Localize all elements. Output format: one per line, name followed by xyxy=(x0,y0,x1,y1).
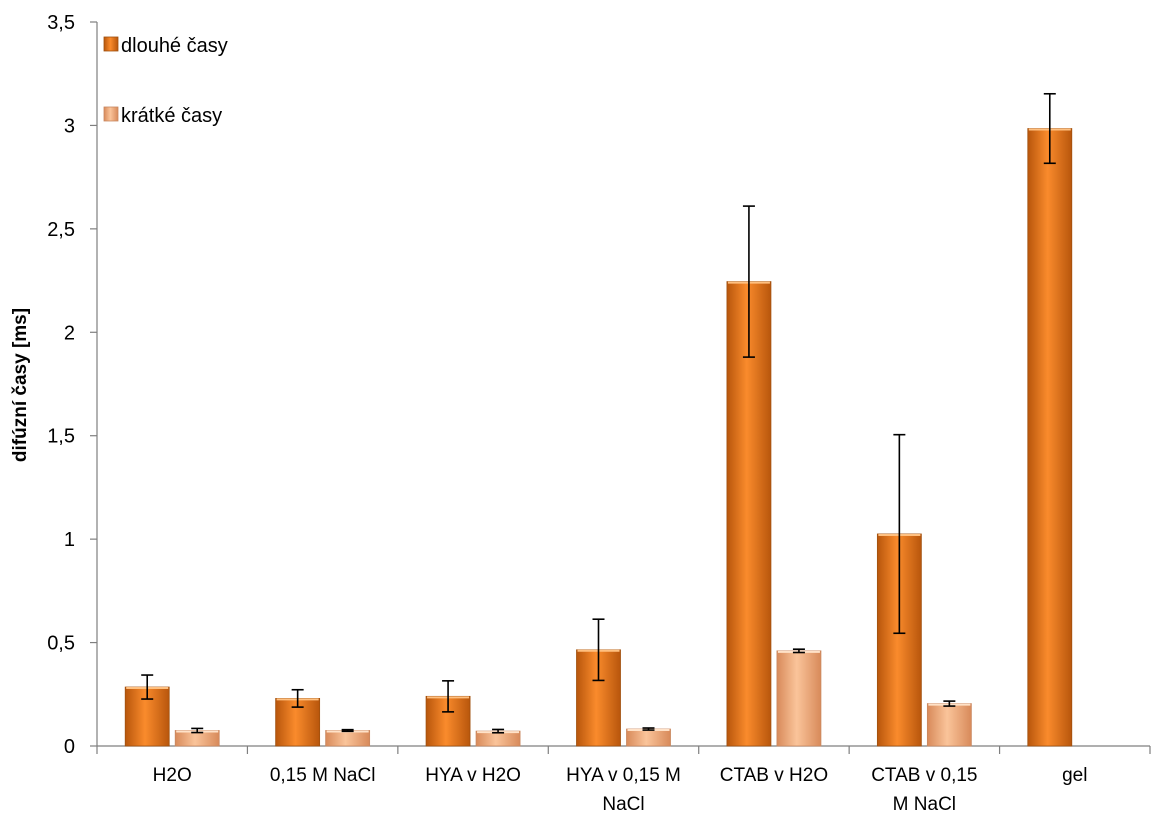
legend-swatch-dlouhe xyxy=(103,36,119,52)
y-axis-labels: 0 0,5 1 1,5 2 2,5 3 3,5 xyxy=(47,12,75,758)
legend-label-dlouhe: dlouhé časy xyxy=(121,35,228,57)
bar-kratke-5 xyxy=(926,703,972,747)
x-tick-label: H2O xyxy=(153,765,192,786)
error-bars xyxy=(141,92,1056,734)
bar-kratke-4 xyxy=(776,650,822,747)
bar-kratke-3 xyxy=(626,728,671,747)
bar-dlouhe-4 xyxy=(726,281,772,747)
y-tick-label: 1 xyxy=(64,529,75,551)
x-tick-label: M NaCl xyxy=(893,794,956,815)
x-tick-label: CTAB v H2O xyxy=(720,765,828,786)
legend-label-kratke: krátké časy xyxy=(121,105,222,127)
y-tick-label: 3 xyxy=(64,115,75,137)
y-tick-label: 0,5 xyxy=(47,633,75,655)
y-tick-label: 2,5 xyxy=(47,219,75,241)
x-tick-label: CTAB v 0,15 xyxy=(871,765,977,786)
y-tick-label: 0 xyxy=(64,736,75,758)
y-tick-label: 3,5 xyxy=(47,12,75,34)
axes xyxy=(90,21,1151,754)
x-tick-label: HYA v 0,15 M xyxy=(566,765,681,786)
y-tick-label: 1,5 xyxy=(47,426,75,448)
y-axis-title: difúzní časy [ms] xyxy=(10,308,31,462)
x-tick-label: gel xyxy=(1062,765,1087,786)
legend: dlouhé časy krátké časy xyxy=(103,35,228,127)
bar-dlouhe-6 xyxy=(1027,128,1073,747)
x-axis-labels: H2O 0,15 M NaCl HYA v H2O HYA v 0,15 M NaCl C… xyxy=(153,765,1088,815)
x-tick-label: NaCl xyxy=(602,794,644,815)
y-tick-label: 2 xyxy=(64,322,75,344)
x-tick-label: 0,15 M NaCl xyxy=(270,765,376,786)
legend-swatch-kratke xyxy=(103,106,119,122)
bar-kratke-1 xyxy=(325,730,371,747)
x-tick-label: HYA v H2O xyxy=(425,765,521,786)
